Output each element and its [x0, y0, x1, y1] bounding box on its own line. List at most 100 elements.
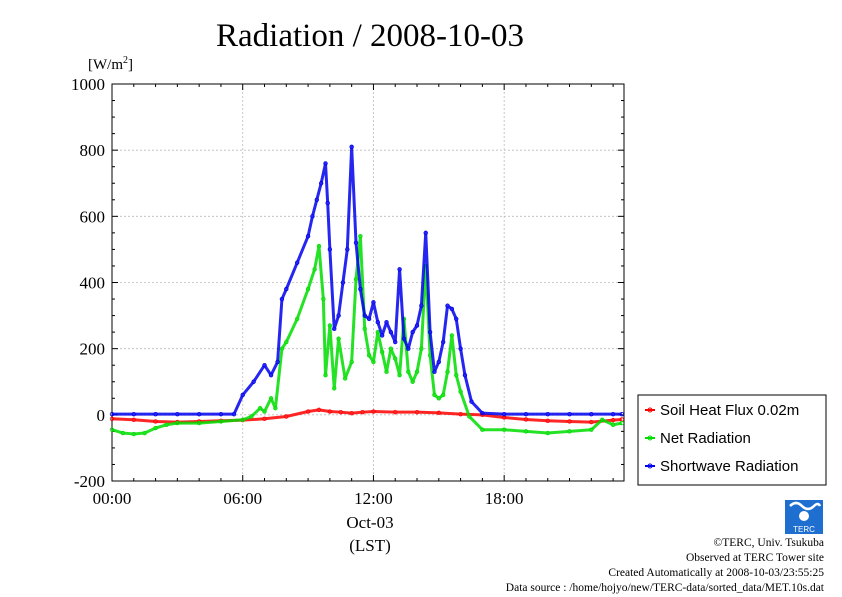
- data-point-net-radiation: [619, 420, 625, 426]
- data-point-shortwave-radiation: [366, 316, 372, 322]
- series-line-net-radiation: [111, 234, 623, 436]
- data-point-shortwave-radiation: [462, 372, 468, 378]
- data-point-net-radiation: [501, 427, 507, 432]
- logo-wave: [789, 501, 822, 511]
- data-point-soil-heat-flux-0-02m: [284, 414, 289, 419]
- data-point-shortwave-radiation: [251, 379, 256, 384]
- data-point-shortwave-radiation: [619, 411, 625, 417]
- data-point-net-radiation: [410, 379, 415, 384]
- data-point-net-radiation: [342, 376, 348, 381]
- data-point-net-radiation: [406, 369, 411, 375]
- data-point-net-radiation: [164, 422, 169, 427]
- data-point-shortwave-radiation: [454, 316, 459, 322]
- data-point-shortwave-radiation: [314, 197, 319, 202]
- data-point-shortwave-radiation: [153, 411, 158, 417]
- data-point-net-radiation: [445, 369, 450, 375]
- data-point-net-radiation: [379, 349, 385, 355]
- data-point-shortwave-radiation: [379, 333, 385, 338]
- data-point-net-radiation: [196, 420, 202, 426]
- data-point-shortwave-radiation: [332, 326, 337, 332]
- y-axis-unit-sup: 2: [123, 55, 128, 66]
- data-point-net-radiation: [109, 427, 115, 432]
- legend-label: Shortwave Radiation: [660, 458, 798, 475]
- data-point-net-radiation: [480, 427, 485, 432]
- data-point-shortwave-radiation: [410, 329, 415, 335]
- data-point-shortwave-radiation: [131, 411, 136, 417]
- data-point-net-radiation: [240, 417, 245, 422]
- legend-swatch-marker: [647, 463, 653, 469]
- data-point-net-radiation: [353, 276, 359, 282]
- data-point-shortwave-radiation: [362, 313, 367, 318]
- footer-copyright: ©TERC, Univ. Tsukuba: [713, 537, 824, 549]
- data-point-net-radiation: [142, 430, 147, 436]
- data-point-soil-heat-flux-0-02m: [360, 409, 365, 415]
- data-point-net-radiation: [467, 414, 472, 419]
- series-shortwave-radiation: [109, 144, 625, 417]
- data-point-shortwave-radiation: [445, 303, 450, 308]
- data-point-shortwave-radiation: [196, 411, 202, 417]
- data-point-net-radiation: [523, 429, 529, 434]
- data-point-net-radiation: [589, 427, 594, 432]
- series-line-shortwave-radiation: [112, 145, 622, 416]
- y-tick-label: 800: [80, 141, 106, 160]
- data-point-shortwave-radiation: [419, 303, 424, 308]
- data-point-net-radiation: [305, 286, 311, 292]
- data-point-net-radiation: [312, 267, 317, 272]
- data-point-shortwave-radiation: [345, 247, 350, 252]
- data-point-shortwave-radiation: [501, 411, 507, 417]
- data-point-net-radiation: [432, 392, 437, 398]
- legend-swatch-marker: [647, 435, 653, 441]
- data-point-shortwave-radiation: [353, 240, 359, 245]
- data-point-shortwave-radiation: [567, 411, 572, 417]
- data-point-soil-heat-flux-0-02m: [131, 417, 136, 422]
- data-point-net-radiation: [257, 406, 263, 411]
- data-point-net-radiation: [336, 336, 341, 341]
- data-point-soil-heat-flux-0-02m: [589, 419, 594, 425]
- data-point-net-radiation: [436, 396, 442, 401]
- data-point-soil-heat-flux-0-02m: [393, 409, 398, 415]
- data-point-shortwave-radiation: [175, 411, 180, 417]
- x-axis-timezone-label: (LST): [349, 536, 391, 555]
- data-point-net-radiation: [458, 389, 463, 394]
- data-point-shortwave-radiation: [589, 411, 594, 417]
- data-point-shortwave-radiation: [294, 260, 300, 265]
- data-point-shortwave-radiation: [375, 320, 381, 325]
- data-point-net-radiation: [284, 339, 289, 345]
- data-point-soil-heat-flux-0-02m: [545, 418, 550, 423]
- data-point-shortwave-radiation: [231, 411, 237, 417]
- data-point-shortwave-radiation: [384, 320, 389, 325]
- data-point-net-radiation: [153, 425, 158, 431]
- data-point-net-radiation: [218, 419, 224, 424]
- data-point-net-radiation: [600, 417, 605, 422]
- data-point-shortwave-radiation: [279, 296, 285, 302]
- series-line-soil-heat-flux-0-02m: [111, 408, 622, 424]
- data-point-shortwave-radiation: [469, 399, 474, 404]
- data-point-net-radiation: [414, 369, 420, 375]
- y-tick-label: 1000: [71, 75, 105, 94]
- x-axis-date-label: Oct-03: [346, 513, 393, 532]
- data-point-net-radiation: [349, 359, 354, 365]
- data-point-net-radiation: [440, 392, 446, 398]
- data-point-net-radiation: [362, 326, 367, 332]
- data-point-soil-heat-flux-0-02m: [436, 410, 442, 416]
- data-point-shortwave-radiation: [318, 181, 324, 186]
- y-axis-unit-close: ]: [128, 57, 133, 73]
- y-tick-label: 600: [80, 207, 106, 226]
- logo-text: TERC: [793, 525, 815, 534]
- legend-swatch-marker: [647, 407, 653, 413]
- data-point-soil-heat-flux-0-02m: [338, 409, 343, 415]
- terc-logo: TERC: [785, 500, 823, 534]
- data-point-shortwave-radiation: [397, 267, 402, 272]
- data-point-shortwave-radiation: [401, 336, 407, 341]
- y-tick-label: 400: [80, 274, 106, 293]
- series-layer: [109, 144, 625, 437]
- data-point-shortwave-radiation: [610, 411, 616, 417]
- data-point-shortwave-radiation: [414, 323, 420, 328]
- data-point-shortwave-radiation: [440, 339, 446, 345]
- x-tick-label: 18:00: [485, 489, 524, 508]
- data-point-net-radiation: [393, 356, 398, 361]
- x-tick-label: 12:00: [354, 489, 393, 508]
- chart-title: Radiation / 2008-10-03: [216, 18, 524, 54]
- data-point-shortwave-radiation: [427, 329, 433, 335]
- y-axis-unit: [W/m2]: [88, 55, 133, 73]
